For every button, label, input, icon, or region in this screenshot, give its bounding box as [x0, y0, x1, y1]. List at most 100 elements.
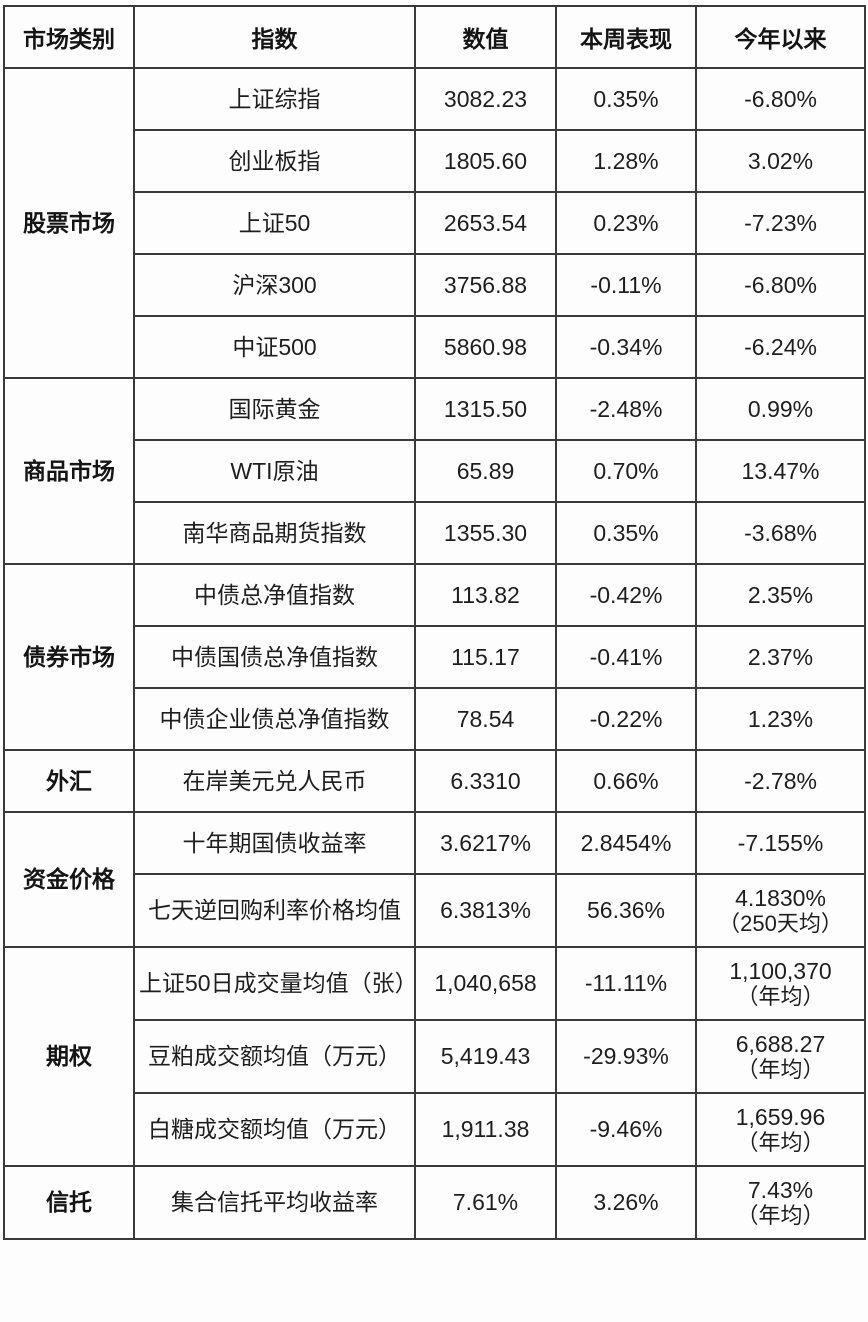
category-cell: 外汇 — [3, 749, 135, 813]
ytd-value: 1,659.96 — [735, 1103, 826, 1130]
index-name-cell: 集合信托平均收益率 — [133, 1165, 416, 1240]
value-cell: 1,040,658 — [414, 946, 557, 1021]
ytd-cell: 4.1830% （250天均） — [695, 873, 866, 948]
index-name-cell: 中证500 — [133, 315, 416, 379]
ytd-value: 2.35% — [747, 581, 814, 608]
week-performance-cell: -29.93% — [555, 1019, 697, 1094]
week-performance-cell: 3.26% — [555, 1165, 697, 1240]
index-name-cell: 上证50 — [133, 191, 416, 255]
ytd-value: 13.47% — [741, 457, 820, 484]
ytd-value: -7.23% — [744, 209, 817, 236]
table-row: 创业板指 1805.60 1.28% 3.02% — [4, 129, 866, 193]
ytd-cell: 1,100,370 （年均） — [695, 946, 866, 1021]
index-name-cell: 中债国债总净值指数 — [133, 625, 416, 689]
week-performance-cell: 1.28% — [555, 129, 697, 193]
market-table-body: 股票市场 上证综指 3082.23 0.35% -6.80% 创业板指 1805.60 1.2… — [3, 67, 866, 1240]
ytd-cell: 13.47% — [695, 439, 866, 503]
index-name-cell: 中债企业债总净值指数 — [133, 687, 416, 751]
table-row: 商品市场 国际黄金 1315.50 -2.48% 0.99% — [3, 377, 866, 565]
value-cell: 115.17 — [414, 625, 557, 689]
table-row: 上证50 2653.54 0.23% -7.23% — [4, 191, 866, 255]
ytd-cell: 6,688.27 （年均） — [695, 1019, 866, 1094]
ytd-cell: 2.35% — [695, 563, 866, 627]
ytd-value: 7.43% — [747, 1176, 814, 1203]
table-row: 信托 集合信托平均收益率 7.61% 3.26% 7.43% （年均） — [3, 1165, 866, 1240]
value-cell: 3082.23 — [414, 67, 557, 131]
index-name-cell: 白糖成交额均值（万元） — [133, 1092, 416, 1167]
value-cell: 6.3813% — [414, 873, 557, 948]
ytd-note: （年均） — [736, 984, 825, 1010]
ytd-note: （年均） — [736, 1130, 825, 1156]
ytd-cell: -2.78% — [695, 749, 866, 813]
category-cell: 资金价格 — [3, 811, 135, 948]
table-row: 豆粕成交额均值（万元） 5,419.43 -29.93% 6,688.27 （年均） — [4, 1019, 866, 1094]
index-name-cell: 七天逆回购利率价格均值 — [133, 873, 416, 948]
ytd-cell: 1.23% — [695, 687, 866, 751]
ytd-cell: 2.37% — [695, 625, 866, 689]
table-row: 白糖成交额均值（万元） 1,911.38 -9.46% 1,659.96 （年均） — [4, 1092, 866, 1167]
week-performance-cell: 0.23% — [555, 191, 697, 255]
table-row: 中债国债总净值指数 115.17 -0.41% 2.37% — [4, 625, 866, 689]
ytd-note: （年均） — [736, 1057, 825, 1083]
ytd-value: 1,100,370 — [729, 957, 832, 984]
value-cell: 5,419.43 — [414, 1019, 557, 1094]
value-cell: 1355.30 — [414, 501, 557, 565]
ytd-value: 2.37% — [747, 643, 814, 670]
column-header: 市场类别 — [3, 5, 135, 69]
ytd-value: -6.80% — [744, 271, 817, 298]
table-row: WTI原油 65.89 0.70% 13.47% — [4, 439, 866, 503]
value-cell: 7.61% — [414, 1165, 557, 1240]
market-table-header-row: 市场类别 指数 数值 本周表现 今年以来 — [3, 5, 866, 69]
value-cell: 78.54 — [414, 687, 557, 751]
week-performance-cell: -11.11% — [555, 946, 697, 1021]
ytd-value: -7.155% — [737, 829, 824, 856]
value-cell: 6.3310 — [414, 749, 557, 813]
table-row: 中证500 5860.98 -0.34% -6.24% — [4, 315, 866, 379]
column-header: 数值 — [414, 5, 557, 69]
week-performance-cell: 0.35% — [555, 67, 697, 131]
week-performance-cell: 0.70% — [555, 439, 697, 503]
value-cell: 3.6217% — [414, 811, 557, 875]
week-performance-cell: 0.35% — [555, 501, 697, 565]
value-cell: 1315.50 — [414, 377, 557, 441]
week-performance-cell: -0.41% — [555, 625, 697, 689]
week-performance-cell: 56.36% — [555, 873, 697, 948]
week-performance-cell: -0.42% — [555, 563, 697, 627]
table-row: 南华商品期货指数 1355.30 0.35% -3.68% — [4, 501, 866, 565]
ytd-value: 6,688.27 — [735, 1030, 826, 1057]
table-row: 沪深300 3756.88 -0.11% -6.80% — [4, 253, 866, 317]
column-header: 指数 — [133, 5, 416, 69]
ytd-value: 3.02% — [747, 147, 814, 174]
table-row: 资金价格 十年期国债收益率 3.6217% 2.8454% -7.155% — [3, 811, 866, 948]
table-row: 债券市场 中债总净值指数 113.82 -0.42% 2.35% — [3, 563, 866, 751]
category-cell: 股票市场 — [3, 67, 135, 379]
market-summary-table: 市场类别 指数 数值 本周表现 今年以来 股票市场 上证综指 3082.23 0.35% -6.… — [3, 5, 866, 1240]
column-header: 本周表现 — [555, 5, 697, 69]
table-row: 外汇 在岸美元兑人民币 6.3310 0.66% -2.78% — [3, 749, 866, 813]
category-cell: 期权 — [3, 946, 135, 1167]
value-cell: 1,911.38 — [414, 1092, 557, 1167]
ytd-cell: -7.23% — [695, 191, 866, 255]
ytd-cell: -3.68% — [695, 501, 866, 565]
ytd-note: （250天均） — [718, 911, 843, 937]
ytd-cell: 3.02% — [695, 129, 866, 193]
week-performance-cell: 0.66% — [555, 749, 697, 813]
ytd-value: 4.1830% — [735, 884, 826, 911]
index-name-cell: 上证综指 — [133, 67, 416, 131]
index-name-cell: 沪深300 — [133, 253, 416, 317]
ytd-value: 0.99% — [747, 395, 814, 422]
ytd-value: 1.23% — [747, 705, 814, 732]
index-name-cell: 南华商品期货指数 — [133, 501, 416, 565]
ytd-value: -6.24% — [744, 333, 817, 360]
value-cell: 3756.88 — [414, 253, 557, 317]
index-name-cell: 国际黄金 — [133, 377, 416, 441]
index-name-cell: 创业板指 — [133, 129, 416, 193]
ytd-note: （年均） — [736, 1203, 825, 1229]
week-performance-cell: 2.8454% — [555, 811, 697, 875]
ytd-cell: 0.99% — [695, 377, 866, 441]
column-header: 今年以来 — [695, 5, 866, 69]
index-name-cell: 上证50日成交量均值（张） — [133, 946, 418, 1021]
ytd-cell: -6.24% — [695, 315, 866, 379]
table-row: 股票市场 上证综指 3082.23 0.35% -6.80% — [3, 67, 866, 379]
